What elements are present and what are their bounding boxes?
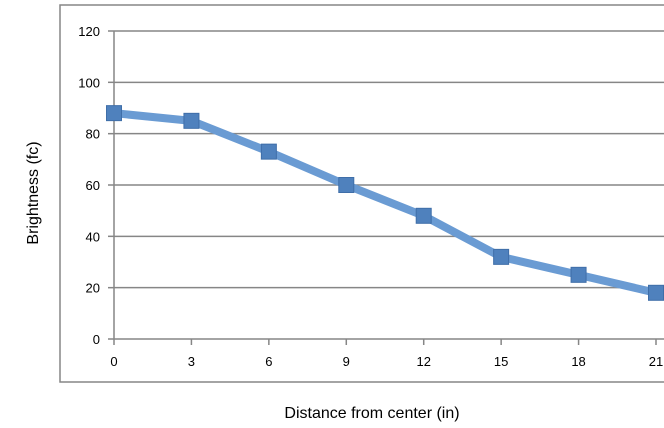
data-point-marker	[493, 248, 510, 265]
y-tick-label: 120	[78, 24, 100, 39]
data-point-marker	[415, 207, 432, 224]
data-point-marker	[338, 177, 355, 193]
x-tick-label: 6	[265, 354, 272, 369]
data-point-marker	[260, 143, 277, 160]
x-tick-label: 3	[188, 354, 195, 369]
y-tick-label: 0	[93, 332, 100, 347]
data-point-marker	[106, 105, 122, 122]
x-tick-label: 18	[571, 354, 585, 369]
x-axis-ticks: 0 3 6 9 12 15 18 21	[110, 339, 663, 369]
y-axis-ticks: 0 20 40 60 80 100 120	[78, 24, 114, 347]
data-point-marker	[648, 284, 664, 301]
y-tick-label: 80	[86, 127, 100, 142]
y-tick-label: 100	[78, 75, 100, 90]
y-axis-label: Brightness (fc)	[25, 141, 42, 244]
data-point-marker	[570, 266, 587, 283]
x-tick-label: 15	[494, 354, 508, 369]
x-tick-label: 9	[343, 354, 350, 369]
x-tick-label: 12	[416, 354, 430, 369]
data-point-marker	[183, 112, 200, 129]
x-tick-label: 0	[110, 354, 117, 369]
x-axis-label: Distance from center (in)	[284, 405, 459, 422]
x-tick-label: 21	[649, 354, 663, 369]
y-tick-label: 20	[86, 281, 100, 296]
y-tick-label: 60	[86, 178, 100, 193]
y-tick-label: 40	[86, 229, 100, 244]
series-line	[110, 109, 660, 297]
data-series	[106, 105, 664, 301]
